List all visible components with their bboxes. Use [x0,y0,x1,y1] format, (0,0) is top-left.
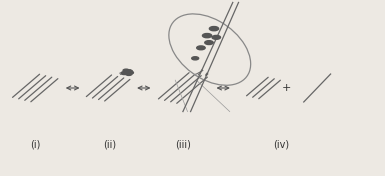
Text: (iii): (iii) [175,139,191,149]
Circle shape [205,41,213,45]
Circle shape [212,35,221,39]
Circle shape [126,70,132,73]
Circle shape [121,72,127,75]
Text: (ii): (ii) [104,139,117,149]
Circle shape [203,33,212,38]
Circle shape [127,71,134,74]
Circle shape [192,57,199,60]
Circle shape [126,73,132,76]
Text: +: + [282,83,291,93]
Circle shape [124,71,131,73]
Circle shape [197,46,205,50]
Circle shape [123,69,129,72]
Circle shape [209,27,219,31]
Text: (i): (i) [30,139,40,149]
Text: (iv): (iv) [273,139,289,149]
